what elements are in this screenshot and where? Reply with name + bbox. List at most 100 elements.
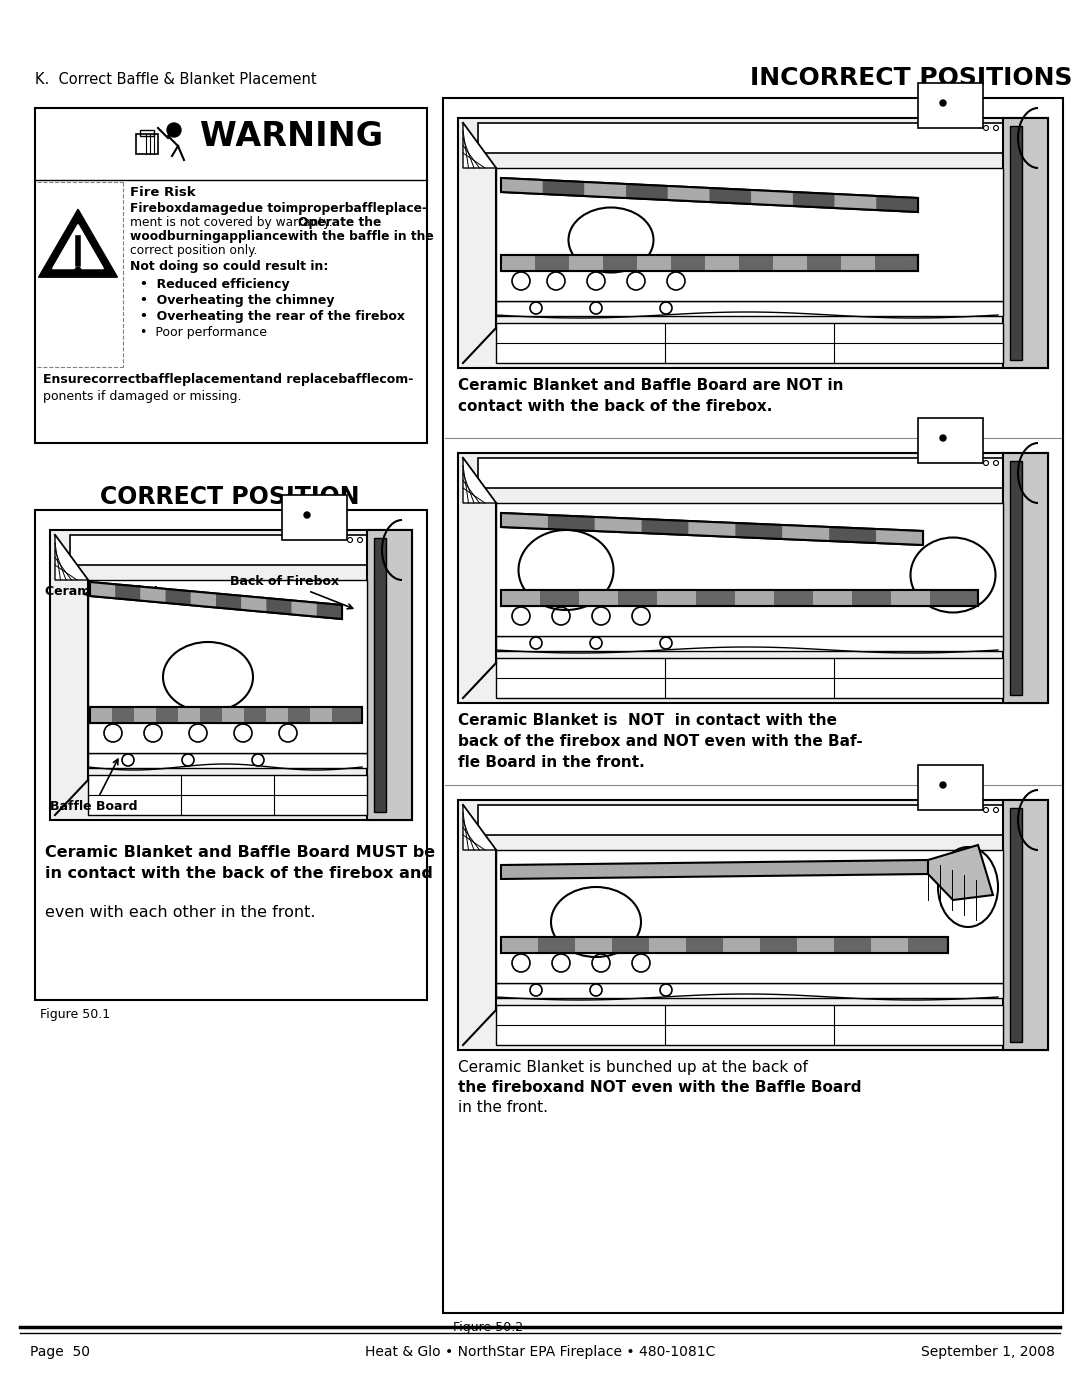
Bar [496, 658, 1003, 698]
Bar [496, 637, 1003, 651]
Bar [841, 255, 875, 271]
Polygon shape [595, 518, 642, 533]
Bar [735, 590, 774, 606]
Bar [649, 937, 686, 953]
Bar [496, 301, 1003, 316]
Bar [501, 255, 535, 271]
Bar [443, 98, 1063, 1314]
Bar [501, 255, 918, 271]
Polygon shape [548, 515, 595, 532]
Polygon shape [463, 457, 496, 504]
Circle shape [940, 782, 946, 788]
Bar [458, 453, 1048, 704]
Polygon shape [39, 210, 118, 277]
Bar [90, 706, 112, 723]
Bar [657, 590, 696, 606]
Polygon shape [501, 178, 918, 213]
Bar [705, 255, 739, 271]
Polygon shape [829, 527, 876, 543]
Polygon shape [241, 596, 267, 613]
Polygon shape [835, 194, 876, 210]
Text: woodburningappliancewith the baffle in the: woodburningappliancewith the baffle in t… [130, 229, 434, 243]
Bar [478, 804, 1008, 835]
Bar [852, 590, 891, 606]
Bar [136, 134, 158, 154]
Text: Ceramic Blanket is  NOT  in contact with the
back of the firebox and NOT even wi: Ceramic Blanket is NOT in contact with t… [458, 713, 863, 769]
Polygon shape [90, 582, 342, 618]
Bar [1003, 800, 1048, 1051]
Bar [501, 937, 538, 953]
Polygon shape [710, 187, 752, 204]
Bar [496, 851, 1003, 983]
Bar [501, 937, 948, 953]
Circle shape [75, 267, 81, 273]
Bar [671, 255, 705, 271]
Polygon shape [793, 192, 835, 208]
Text: Page  50: Page 50 [30, 1344, 90, 1358]
Polygon shape [267, 599, 292, 614]
Bar [760, 937, 797, 953]
Polygon shape [543, 180, 584, 196]
Polygon shape [90, 582, 116, 599]
Bar [501, 590, 540, 606]
Bar [813, 590, 852, 606]
Polygon shape [876, 196, 918, 213]
Bar [908, 937, 945, 953]
Bar [87, 581, 367, 753]
Bar [288, 706, 310, 723]
Polygon shape [191, 592, 216, 607]
Bar [112, 706, 134, 723]
Bar [374, 539, 386, 811]
Bar [1010, 809, 1022, 1042]
Bar [496, 983, 1003, 997]
Bar [774, 590, 813, 606]
Polygon shape [501, 513, 923, 546]
Text: •  Reduced efficiency: • Reduced efficiency [140, 278, 289, 291]
Bar [723, 937, 760, 953]
Bar [458, 118, 1048, 368]
Text: Heat & Glo • NorthStar EPA Fireplace • 480-1081C: Heat & Glo • NorthStar EPA Fireplace • 4… [365, 1344, 715, 1358]
Circle shape [940, 99, 946, 106]
Bar [807, 255, 841, 271]
Polygon shape [626, 185, 667, 200]
Text: INCORRECT POSITIONS: INCORRECT POSITIONS [750, 66, 1072, 90]
Bar [1010, 126, 1022, 360]
Bar [918, 418, 983, 463]
Bar [496, 1004, 1003, 1045]
Bar [797, 937, 834, 953]
Bar [282, 495, 347, 540]
Text: K.  Correct Baffle & Blanket Placement: K. Correct Baffle & Blanket Placement [35, 73, 316, 88]
Bar [1010, 462, 1022, 695]
Bar [478, 457, 1008, 488]
Text: Fireboxdamagedue toimproperbaffleplace-: Fireboxdamagedue toimproperbaffleplace- [130, 201, 427, 215]
Polygon shape [463, 804, 496, 851]
Text: •  Overheating the chimney: • Overheating the chimney [140, 294, 335, 306]
Text: Ceramic Blanket: Ceramic Blanket [45, 585, 160, 597]
Text: Baffle Board: Baffle Board [50, 760, 137, 813]
Bar [90, 706, 362, 723]
Bar [637, 255, 671, 271]
Polygon shape [752, 190, 793, 206]
Bar [496, 323, 1003, 362]
Polygon shape [463, 123, 496, 168]
Text: Figure 50.1: Figure 50.1 [40, 1009, 110, 1021]
Text: Not doing so could result in:: Not doing so could result in: [130, 260, 328, 273]
Bar [540, 590, 579, 606]
Bar [87, 775, 367, 816]
Bar [134, 706, 156, 723]
Text: ponents if damaged or missing.: ponents if damaged or missing. [43, 390, 242, 403]
Bar [603, 255, 637, 271]
Polygon shape [140, 586, 165, 603]
Polygon shape [689, 520, 735, 537]
Bar [538, 937, 575, 953]
Polygon shape [216, 593, 241, 610]
Bar [35, 511, 427, 1000]
Bar [870, 937, 908, 953]
Text: Operate the: Operate the [298, 215, 381, 229]
Bar [332, 706, 354, 723]
Bar [496, 168, 1003, 301]
Bar [244, 706, 266, 723]
Text: CORRECT POSITION: CORRECT POSITION [100, 485, 360, 509]
Polygon shape [116, 585, 140, 600]
Bar [50, 530, 411, 820]
